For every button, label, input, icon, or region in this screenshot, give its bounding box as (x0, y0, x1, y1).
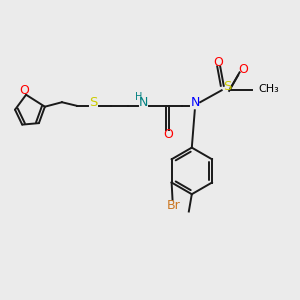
Text: O: O (20, 84, 29, 97)
Text: CH₃: CH₃ (258, 84, 279, 94)
Text: H: H (135, 92, 142, 102)
Text: Br: Br (167, 199, 180, 212)
Text: N: N (139, 96, 148, 109)
Text: O: O (164, 128, 173, 141)
Text: S: S (89, 96, 98, 109)
Text: N: N (191, 96, 200, 109)
Text: S: S (223, 80, 231, 93)
Text: O: O (238, 63, 248, 76)
Text: O: O (214, 56, 224, 69)
